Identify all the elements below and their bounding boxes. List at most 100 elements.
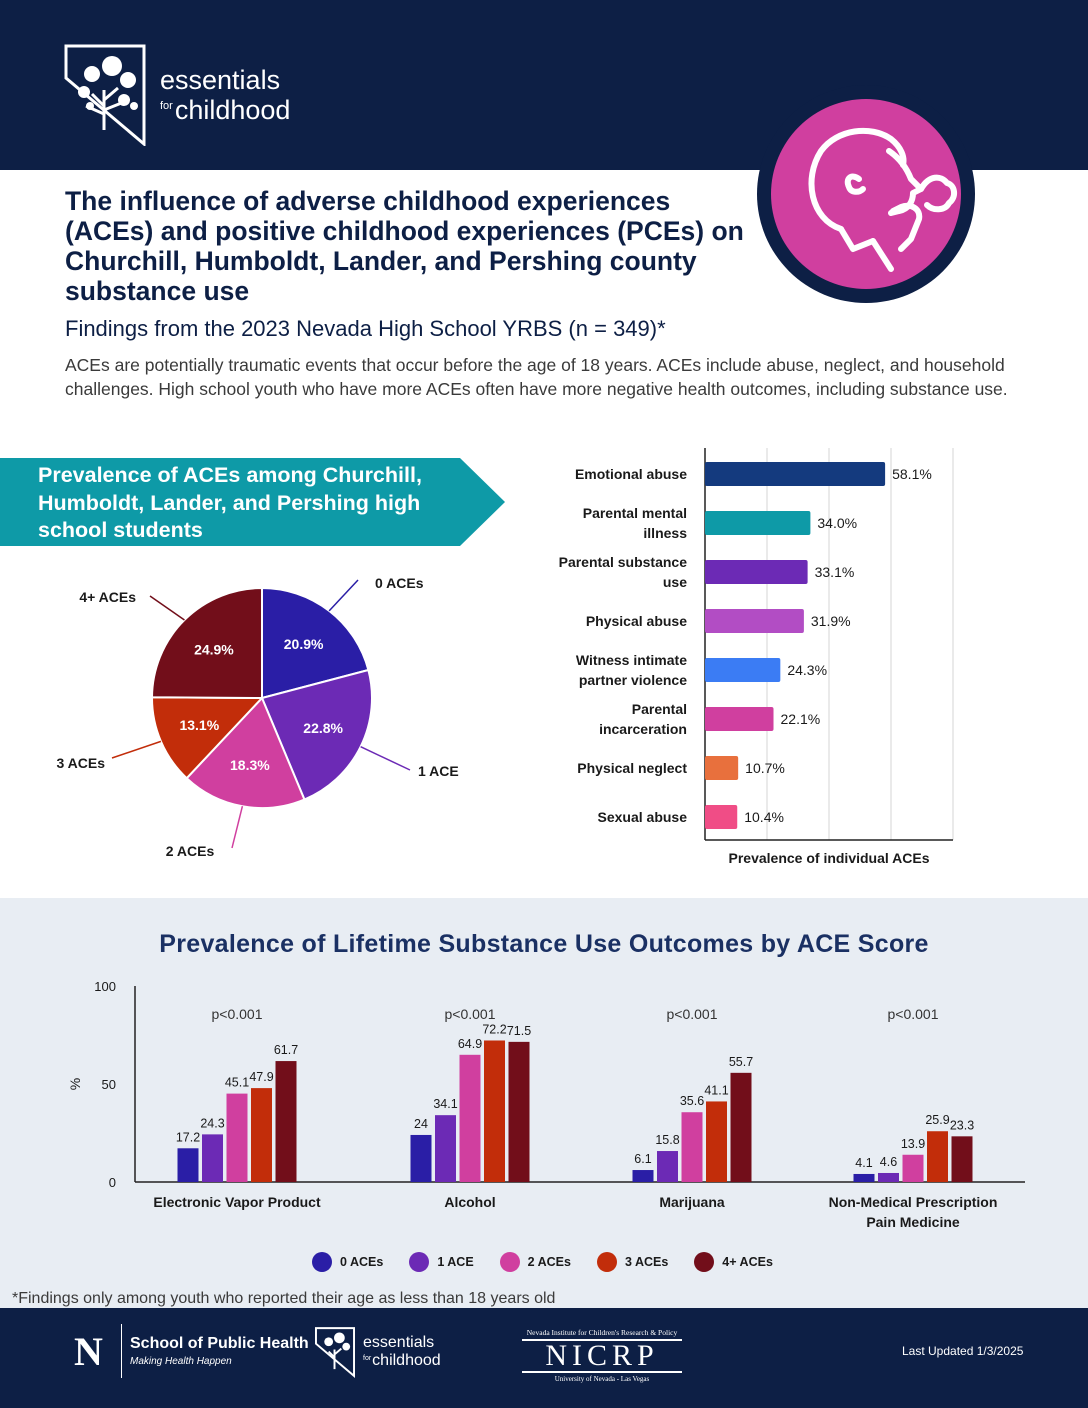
substance-bar bbox=[853, 1173, 875, 1182]
substance-chart-legend: 0 ACEs 1 ACE 2 ACEs 3 ACEs 4+ ACEs bbox=[312, 1252, 799, 1272]
substance-bar bbox=[226, 1093, 248, 1182]
p-value-label: p<0.001 bbox=[445, 1006, 496, 1022]
nicrp-institute-name: Nevada Institute for Children's Research… bbox=[526, 1328, 678, 1337]
footer-efc-logo: essentials for childhood bbox=[315, 1326, 441, 1378]
substance-bar-value: 41.1 bbox=[704, 1083, 728, 1097]
substance-bar bbox=[706, 1101, 727, 1182]
substance-use-grouped-bar-chart: 0 50 100% 17.224.3 45.1 47.961.7 p<0.001 Electr… bbox=[67, 979, 1025, 1230]
substance-bar bbox=[730, 1072, 752, 1182]
substance-bar-value: 4.1 bbox=[855, 1156, 872, 1170]
ace-category-label: Emotional abuse bbox=[575, 466, 687, 482]
substance-bar bbox=[508, 1041, 530, 1182]
substance-bar-value: 24.3 bbox=[200, 1116, 224, 1130]
substance-bar-value: 4.6 bbox=[880, 1155, 897, 1169]
substance-bar bbox=[878, 1172, 899, 1182]
substance-bar-value: 47.9 bbox=[249, 1070, 273, 1084]
ace-bar-value: 34.0% bbox=[817, 515, 857, 531]
legend-item-3-aces: 3 ACEs bbox=[596, 1252, 669, 1272]
page-subtitle: Findings from the 2023 Nevada High Schoo… bbox=[65, 316, 666, 341]
y-tick-label: 100 bbox=[94, 979, 116, 994]
substance-bar-value: 6.1 bbox=[634, 1152, 651, 1166]
pie-slice-value: 18.3% bbox=[230, 757, 270, 773]
substance-use-title: Prevalence of Lifetime Substance Use Out… bbox=[159, 930, 929, 958]
p-value-label: p<0.001 bbox=[212, 1006, 263, 1022]
child-vaping-icon bbox=[808, 127, 957, 272]
ace-bar-value: 22.1% bbox=[781, 711, 821, 727]
ace-bar-value: 33.1% bbox=[815, 564, 855, 580]
ace-bar-value: 10.7% bbox=[745, 760, 785, 776]
pie-slice-value: 24.9% bbox=[194, 642, 234, 658]
unr-public-health-logo: N School of Public Health Making Health … bbox=[62, 1324, 309, 1378]
substance-bar-value: 23.3 bbox=[950, 1118, 974, 1132]
pie-section-ribbon bbox=[0, 458, 505, 546]
substance-bar-value: 13.9 bbox=[901, 1137, 925, 1151]
p-value-label: p<0.001 bbox=[667, 1006, 718, 1022]
substance-category-label: Marijuana bbox=[659, 1194, 725, 1210]
ace-category-label: Parental mental illness bbox=[583, 505, 687, 541]
legend-swatch bbox=[409, 1252, 430, 1272]
y-tick-label: 50 bbox=[102, 1077, 116, 1092]
footer-efc-for: for bbox=[363, 1355, 372, 1362]
legend-label: 2 ACEs bbox=[527, 1255, 571, 1269]
legend-swatch bbox=[312, 1252, 332, 1272]
p-value-label: p<0.001 bbox=[888, 1006, 939, 1022]
ace-category-label: Physical neglect bbox=[577, 760, 687, 776]
pie-slice bbox=[151, 696, 265, 780]
ace-bar bbox=[705, 462, 886, 486]
substance-use-panel bbox=[0, 898, 1088, 1308]
substance-bar-value: 55.7 bbox=[729, 1055, 753, 1069]
hero-circle bbox=[771, 99, 961, 289]
pie-leader-line bbox=[149, 595, 185, 621]
ace-bar-value: 10.4% bbox=[744, 809, 784, 825]
footer-efc-line1: essentials bbox=[363, 1334, 435, 1351]
ace-bar-value: 31.9% bbox=[811, 613, 851, 629]
substance-bar-value: 25.9 bbox=[925, 1113, 949, 1127]
substance-bar-value: 24 bbox=[414, 1117, 428, 1131]
substance-bar bbox=[202, 1134, 223, 1182]
substance-bar bbox=[927, 1131, 948, 1182]
substance-bar-value: 34.1 bbox=[433, 1097, 457, 1111]
ace-bar bbox=[705, 511, 811, 535]
substance-category-label: Non-Medical Prescription Pain Medicine bbox=[829, 1194, 998, 1230]
footer-band bbox=[0, 1308, 1088, 1408]
ace-bar bbox=[705, 609, 804, 633]
pie-slice-label: 0 ACEs bbox=[375, 575, 424, 591]
substance-bar-value: 15.8 bbox=[655, 1133, 679, 1147]
legend-label: 3 ACEs bbox=[624, 1255, 669, 1269]
legend-swatch bbox=[499, 1252, 520, 1272]
substance-bar bbox=[632, 1170, 654, 1182]
y-tick-label: 0 bbox=[109, 1175, 116, 1190]
substance-bar bbox=[275, 1061, 297, 1182]
ace-bar bbox=[705, 560, 808, 584]
substance-bar bbox=[484, 1040, 505, 1182]
logo-line1: essentials bbox=[160, 64, 281, 95]
nevada-tree-logo-icon bbox=[315, 1327, 355, 1378]
pie-slice-label: 1 ACE bbox=[418, 763, 459, 779]
pie-slice-value: 20.9% bbox=[284, 636, 324, 652]
page-title: The influence of adverse childhood exper… bbox=[65, 186, 744, 306]
pie-leader-line bbox=[360, 746, 411, 771]
substance-bar bbox=[902, 1154, 924, 1182]
substance-bar-value: 61.7 bbox=[274, 1043, 298, 1057]
substance-bar bbox=[251, 1088, 272, 1182]
logo-for: for bbox=[160, 99, 173, 112]
legend-item-1-ace: 1 ACE bbox=[409, 1252, 474, 1272]
y-axis-title: % bbox=[67, 1078, 83, 1090]
ace-category-label: Parental substance use bbox=[559, 554, 688, 590]
substance-bar bbox=[681, 1112, 703, 1182]
pie-slice bbox=[185, 696, 306, 809]
logo-line2: childhood bbox=[174, 94, 291, 125]
legend-swatch bbox=[694, 1252, 715, 1272]
footer-efc-line2: childhood bbox=[372, 1352, 441, 1369]
substance-bar bbox=[657, 1151, 678, 1182]
legend-item-4plus-aces: 4+ ACEs bbox=[694, 1252, 773, 1272]
pie-slice bbox=[261, 586, 370, 700]
legend-swatch bbox=[596, 1252, 617, 1272]
nicrp-wordmark: NICRP bbox=[522, 1339, 682, 1373]
ace-bar-value: 58.1% bbox=[892, 466, 932, 482]
nicrp-logo: Nevada Institute for Children's Research… bbox=[522, 1328, 682, 1383]
x-axis-title: Prevalence of individual ACEs bbox=[729, 850, 930, 866]
substance-category-label: Alcohol bbox=[444, 1194, 495, 1210]
ace-category-label: Sexual abuse bbox=[598, 809, 688, 825]
pie-leader-line bbox=[111, 740, 162, 759]
